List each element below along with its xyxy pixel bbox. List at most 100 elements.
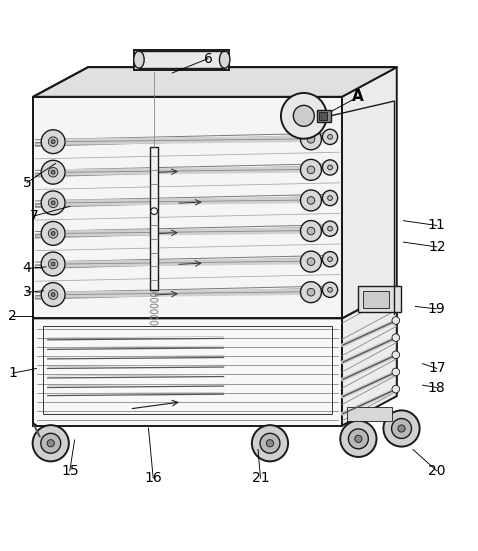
Bar [134, 50, 229, 69]
Text: 4: 4 [22, 261, 31, 276]
Circle shape [51, 231, 55, 235]
Text: 15: 15 [61, 464, 78, 478]
Circle shape [47, 440, 54, 447]
Text: A: A [352, 89, 364, 104]
Text: 16: 16 [144, 471, 162, 485]
Circle shape [392, 368, 400, 376]
Circle shape [51, 262, 55, 266]
Text: 3: 3 [22, 285, 31, 299]
Circle shape [301, 220, 321, 241]
Circle shape [307, 166, 315, 174]
Bar [396, 291, 397, 394]
Circle shape [48, 137, 58, 147]
Polygon shape [35, 226, 337, 238]
Circle shape [41, 252, 65, 276]
Bar [317, 110, 330, 122]
Circle shape [391, 419, 412, 439]
Circle shape [355, 435, 362, 442]
Bar [150, 147, 158, 290]
Circle shape [301, 190, 321, 211]
Bar [319, 112, 326, 120]
Circle shape [301, 282, 321, 302]
Circle shape [48, 259, 58, 269]
Polygon shape [35, 196, 337, 208]
Circle shape [322, 282, 337, 298]
Circle shape [51, 170, 55, 174]
Circle shape [327, 196, 332, 201]
Circle shape [307, 288, 315, 296]
Circle shape [327, 226, 332, 231]
Circle shape [392, 385, 400, 393]
Circle shape [301, 129, 321, 150]
Ellipse shape [219, 51, 230, 68]
Circle shape [41, 129, 65, 154]
Bar [43, 326, 332, 414]
Circle shape [322, 191, 337, 206]
Circle shape [322, 252, 337, 267]
Circle shape [301, 159, 321, 180]
Circle shape [322, 129, 337, 144]
Polygon shape [35, 165, 337, 177]
Circle shape [327, 134, 332, 139]
Bar [363, 291, 390, 307]
Circle shape [41, 160, 65, 184]
Text: 11: 11 [428, 218, 445, 233]
Text: 5: 5 [22, 176, 31, 190]
Text: 2: 2 [8, 309, 17, 323]
Circle shape [392, 351, 400, 359]
Text: 21: 21 [251, 471, 269, 485]
Circle shape [48, 168, 58, 177]
Circle shape [41, 433, 61, 453]
Circle shape [41, 191, 65, 215]
Circle shape [383, 410, 420, 447]
Circle shape [398, 425, 405, 432]
Text: 7: 7 [30, 209, 38, 223]
Circle shape [392, 317, 400, 325]
Circle shape [322, 160, 337, 175]
Circle shape [307, 197, 315, 204]
Polygon shape [342, 289, 397, 425]
Circle shape [51, 293, 55, 296]
Text: 6: 6 [204, 52, 212, 66]
Circle shape [340, 421, 377, 457]
Polygon shape [33, 67, 397, 97]
Circle shape [48, 229, 58, 238]
Text: 17: 17 [428, 361, 445, 375]
Polygon shape [342, 67, 397, 318]
Circle shape [48, 198, 58, 208]
Circle shape [348, 429, 369, 449]
Bar [33, 97, 342, 318]
Text: 19: 19 [428, 302, 445, 316]
Bar [33, 318, 342, 425]
Circle shape [41, 283, 65, 306]
Circle shape [33, 425, 69, 461]
Circle shape [307, 136, 315, 143]
Text: 18: 18 [428, 381, 445, 395]
Circle shape [327, 165, 332, 170]
Text: 1: 1 [8, 366, 17, 380]
Circle shape [51, 140, 55, 144]
Circle shape [252, 425, 288, 461]
Circle shape [266, 440, 273, 447]
Circle shape [307, 227, 315, 235]
Circle shape [51, 201, 55, 205]
Circle shape [281, 93, 326, 139]
Circle shape [322, 221, 337, 236]
Circle shape [293, 105, 315, 126]
Polygon shape [33, 289, 397, 318]
Circle shape [392, 334, 400, 342]
Bar [358, 287, 402, 312]
Circle shape [151, 208, 157, 214]
Circle shape [327, 288, 332, 292]
Circle shape [41, 222, 65, 245]
Polygon shape [35, 257, 337, 269]
Polygon shape [35, 288, 337, 299]
Text: 12: 12 [428, 240, 445, 254]
Circle shape [301, 251, 321, 272]
Polygon shape [35, 134, 337, 147]
Ellipse shape [134, 51, 144, 68]
Circle shape [48, 290, 58, 299]
Circle shape [260, 433, 280, 453]
Bar [347, 407, 392, 421]
Text: 20: 20 [428, 464, 445, 478]
